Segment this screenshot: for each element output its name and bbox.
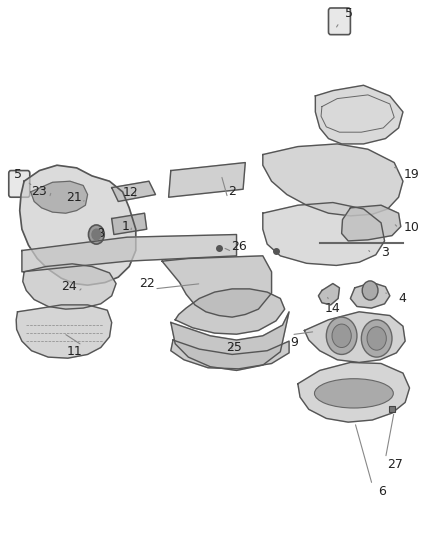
Polygon shape: [171, 312, 289, 370]
Polygon shape: [31, 181, 88, 213]
Polygon shape: [304, 312, 405, 362]
Text: 21: 21: [67, 191, 82, 204]
Polygon shape: [315, 85, 403, 144]
Text: 9: 9: [290, 336, 298, 349]
Circle shape: [88, 225, 104, 244]
Polygon shape: [171, 340, 289, 369]
Circle shape: [326, 317, 357, 354]
Text: 22: 22: [139, 277, 155, 290]
Text: 26: 26: [231, 240, 247, 253]
Text: 10: 10: [404, 221, 420, 233]
Text: 24: 24: [61, 280, 77, 293]
Polygon shape: [298, 362, 410, 422]
Polygon shape: [263, 144, 403, 216]
Text: 27: 27: [388, 458, 403, 471]
Text: 5: 5: [345, 7, 353, 20]
Circle shape: [92, 229, 101, 240]
Polygon shape: [169, 163, 245, 197]
Polygon shape: [318, 284, 339, 305]
Polygon shape: [23, 264, 116, 309]
Polygon shape: [16, 305, 112, 358]
Polygon shape: [112, 181, 155, 201]
Circle shape: [367, 327, 386, 350]
Text: 1: 1: [121, 220, 129, 233]
Circle shape: [361, 320, 392, 357]
Polygon shape: [350, 282, 390, 308]
Text: 12: 12: [123, 187, 138, 199]
Text: 23: 23: [32, 185, 47, 198]
Text: 5: 5: [14, 168, 21, 181]
Polygon shape: [112, 213, 147, 235]
Text: 11: 11: [67, 345, 82, 358]
Text: 8: 8: [96, 227, 104, 240]
Polygon shape: [22, 235, 237, 272]
Text: 4: 4: [398, 292, 406, 305]
Circle shape: [362, 281, 378, 300]
Text: 2: 2: [228, 185, 236, 198]
FancyBboxPatch shape: [328, 8, 350, 35]
Text: 3: 3: [381, 246, 389, 259]
Text: 25: 25: [226, 341, 242, 354]
Polygon shape: [162, 256, 272, 317]
Polygon shape: [175, 289, 285, 334]
Text: 19: 19: [404, 168, 420, 181]
Ellipse shape: [314, 378, 393, 408]
Text: 14: 14: [325, 302, 341, 314]
Circle shape: [332, 324, 351, 348]
Polygon shape: [20, 165, 136, 285]
Text: 6: 6: [378, 485, 386, 498]
Polygon shape: [342, 205, 401, 241]
Polygon shape: [263, 203, 385, 265]
FancyBboxPatch shape: [9, 171, 30, 197]
